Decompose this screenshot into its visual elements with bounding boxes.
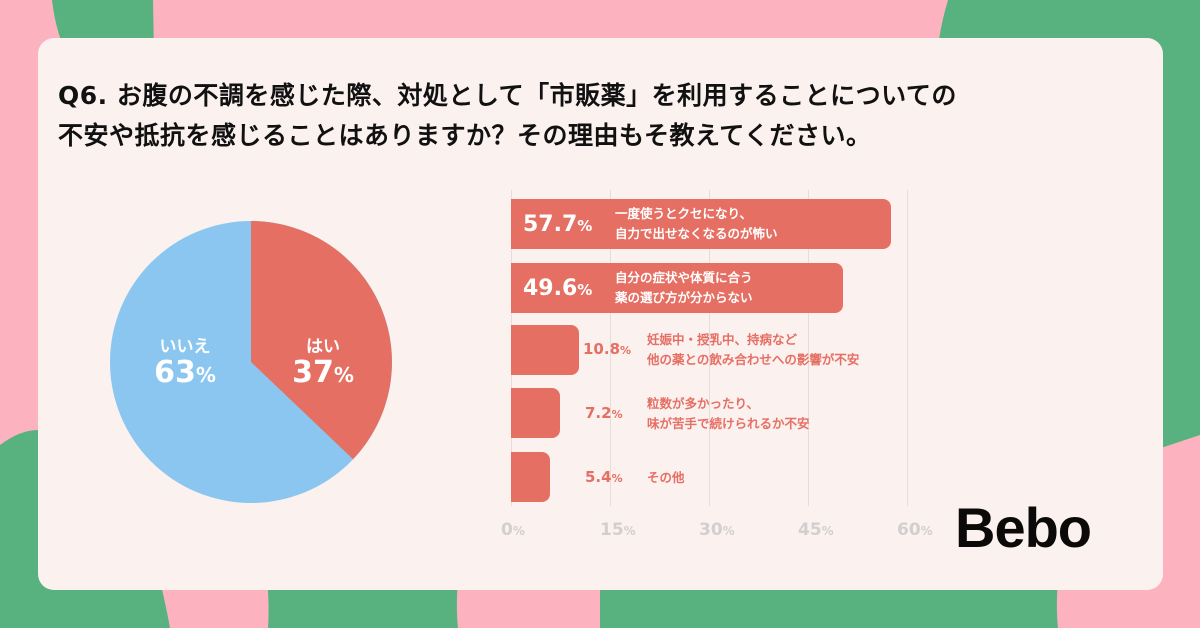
bar-chart: 57.7% 一度使うとクセになり、 自力で出せなくなるのが怖い 49.6% 自分の…	[501, 190, 933, 550]
bar-4	[511, 388, 560, 438]
grid-line	[808, 190, 809, 506]
x-tick-45: 45%	[798, 520, 834, 540]
question-title: Q6. お腹の不調を感じた際、対処として「市販薬」を利用することについての 不安…	[58, 76, 1138, 156]
x-tick-30: 30%	[699, 520, 735, 540]
title-line-2: 不安や抵抗を感じることはありますか？その理由もそ教えてください。	[58, 121, 872, 150]
title-line-1: Q6. お腹の不調を感じた際、対処として「市販薬」を利用することについての	[58, 81, 957, 110]
bar-3	[511, 325, 579, 375]
pie-label-yes: はい 37%	[292, 337, 354, 390]
grid-line	[709, 190, 710, 506]
x-tick-15: 15%	[600, 520, 636, 540]
grid-line	[907, 190, 908, 506]
bar-1-label: 一度使うとクセになり、 自力で出せなくなるのが怖い	[615, 206, 778, 241]
brand-logo: Bebo	[955, 496, 1092, 559]
bar-1-value: 57.7%	[523, 212, 593, 237]
bar-2-value: 49.6%	[523, 276, 593, 301]
bar-5	[511, 452, 550, 502]
x-tick-60: 60%	[897, 520, 933, 540]
bar-5-value: 5.4%	[585, 468, 623, 486]
bar-1	[511, 199, 891, 249]
pie-chart	[110, 221, 392, 503]
bar-3-value: 10.8%	[583, 340, 632, 358]
pie-label-no: いいえ 63%	[154, 337, 216, 390]
pie-slice-yes	[251, 221, 392, 460]
bar-2-label: 自分の症状や体質に合う 薬の選び方が分からない	[615, 270, 753, 305]
grid-line	[610, 190, 611, 506]
bar-3-label: 妊娠中・授乳中、持病など 他の薬との飲み合わせへの影響が不安	[647, 332, 860, 367]
bar-4-label: 粒数が多かったり、 味が苦手で続けられるか不安	[647, 396, 810, 431]
bar-4-value: 7.2%	[585, 404, 623, 422]
x-tick-0: 0%	[501, 520, 525, 540]
bar-2	[511, 263, 843, 313]
bar-5-label: その他	[647, 470, 685, 485]
